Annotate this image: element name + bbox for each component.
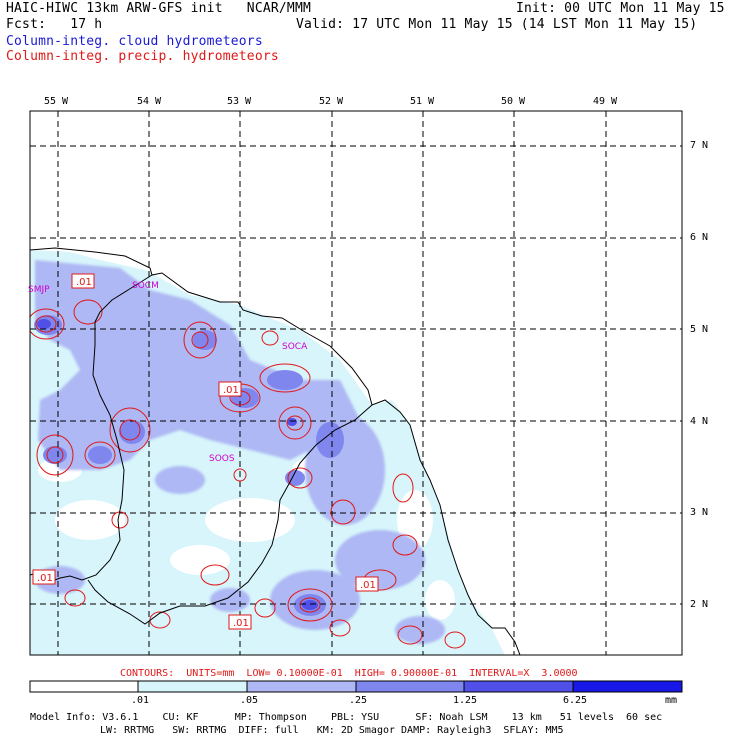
clear-area	[425, 580, 455, 620]
cloud-shade-dark	[43, 446, 67, 464]
coastline-borders	[30, 247, 521, 655]
map-frame	[29, 110, 683, 656]
graticule	[30, 111, 682, 655]
lat-label: 6 N	[690, 232, 709, 243]
valid-time: Valid: 17 UTC Mon 11 May 15 (14 LST Mon …	[296, 17, 698, 32]
colorbar-tick-label: .05	[240, 695, 259, 706]
station-label: SOCA	[282, 342, 308, 352]
contours-info: CONTOURS: UNITS=mm LOW= 0.10000E-01 HIGH…	[120, 668, 578, 679]
lon-label: 54 W	[137, 96, 162, 107]
lat-label: 4 N	[690, 416, 709, 427]
clear-area	[205, 498, 295, 542]
station-label: SOOS	[209, 454, 235, 464]
cloud-shade-medium	[305, 415, 385, 525]
field-cloud-label: Column-integ. cloud hydrometeors	[6, 34, 263, 49]
colorbar-swatch	[29, 680, 139, 693]
lon-label: 53 W	[227, 96, 252, 107]
colorbar-tick-label: 1.25	[453, 695, 478, 706]
colorbar-tick-label: 6.25	[563, 695, 588, 706]
station-label: SOCM	[132, 281, 159, 291]
forecast-hour: Fcst: 17 h	[6, 17, 103, 32]
contour-label: .01	[37, 573, 53, 584]
plot-title: HAIC-HIWC 13km ARW-GFS init NCAR/MMM	[6, 1, 312, 16]
lon-label: 49 W	[593, 96, 618, 107]
init-time: Init: 00 UTC Mon 11 May 15	[516, 1, 725, 16]
cloud-shade-medium	[50, 390, 130, 430]
colorbar-tick-label: .01	[131, 695, 150, 706]
cloud-shade-dark	[119, 420, 145, 444]
cloud-shade-dark	[193, 330, 217, 350]
lon-label: 55 W	[44, 96, 69, 107]
lon-label: 50 W	[501, 96, 526, 107]
cloud-shade-core	[302, 600, 318, 610]
cloud-shade-medium	[335, 530, 425, 590]
contour-label: .01	[233, 618, 249, 629]
station-label: SMJP	[28, 285, 50, 295]
colorbar-swatch	[572, 680, 683, 693]
colorbar-swatch	[463, 680, 574, 693]
cloud-shade-dark	[316, 422, 344, 458]
contour-label: .01	[76, 277, 92, 288]
cloud-shade-dark	[267, 370, 303, 390]
lon-label: 52 W	[319, 96, 344, 107]
cloud-shade-medium	[155, 466, 205, 494]
colorbar-swatch	[246, 680, 357, 693]
clear-area	[170, 545, 230, 575]
lat-label: 7 N	[690, 140, 709, 151]
lat-label: 2 N	[690, 599, 709, 610]
colorbar-units: mm	[665, 695, 678, 706]
cloud-shade-core	[287, 418, 297, 426]
cloud-shade-core	[37, 319, 51, 329]
precip-contours	[30, 299, 466, 649]
lon-label: 51 W	[410, 96, 435, 107]
contour-label: .01	[360, 580, 376, 591]
colorbar-swatch	[355, 680, 465, 693]
contour-label: .01	[223, 385, 239, 396]
model-info-line1: Model Info: V3.6.1 CU: KF MP: Thompson P…	[30, 712, 663, 723]
clear-area	[55, 500, 125, 540]
colorbar-swatch	[137, 680, 248, 693]
cloud-shade-medium	[210, 588, 250, 612]
field-precip-label: Column-integ. precip. hydrometeors	[6, 49, 279, 64]
lat-label: 5 N	[690, 324, 709, 335]
colorbar-tick-label: .25	[349, 695, 368, 706]
contour-label-group: .01 .01 .01 .01 .01	[32, 273, 379, 630]
lat-label: 3 N	[690, 507, 709, 518]
model-info-line2: LW: RRTMG SW: RRTMG DIFF: full KM: 2D Sm…	[100, 725, 564, 736]
cloud-shade-dark	[88, 446, 112, 464]
colorbar	[29, 680, 683, 693]
